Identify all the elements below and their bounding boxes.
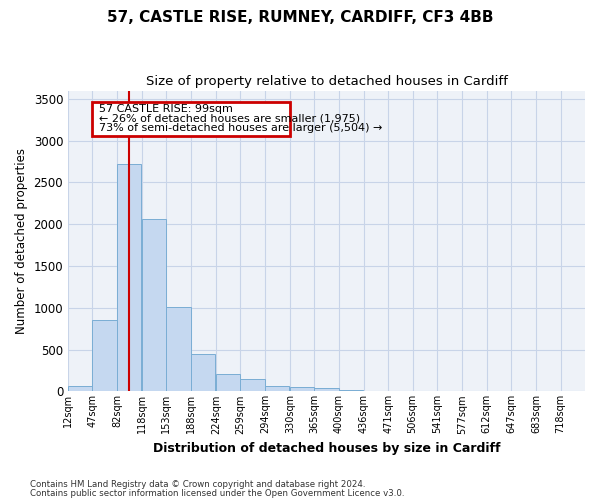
Text: ← 26% of detached houses are smaller (1,975): ← 26% of detached houses are smaller (1,… bbox=[100, 114, 361, 124]
Bar bbox=[92, 320, 117, 392]
Bar bbox=[68, 386, 92, 392]
Bar bbox=[290, 387, 314, 392]
Text: Contains public sector information licensed under the Open Government Licence v3: Contains public sector information licen… bbox=[30, 488, 404, 498]
Bar bbox=[364, 390, 388, 392]
Bar bbox=[191, 354, 215, 392]
Title: Size of property relative to detached houses in Cardiff: Size of property relative to detached ho… bbox=[146, 75, 508, 88]
Bar bbox=[166, 307, 191, 392]
X-axis label: Distribution of detached houses by size in Cardiff: Distribution of detached houses by size … bbox=[153, 442, 500, 455]
Bar bbox=[241, 380, 265, 392]
Bar bbox=[216, 374, 241, 392]
Bar bbox=[339, 390, 363, 392]
Bar bbox=[314, 388, 339, 392]
Bar bbox=[117, 164, 141, 392]
Bar bbox=[142, 219, 166, 392]
Text: 73% of semi-detached houses are larger (5,504) →: 73% of semi-detached houses are larger (… bbox=[100, 124, 383, 134]
Bar bbox=[265, 386, 289, 392]
Text: 57 CASTLE RISE: 99sqm: 57 CASTLE RISE: 99sqm bbox=[100, 104, 233, 114]
Bar bbox=[92, 102, 290, 136]
Y-axis label: Number of detached properties: Number of detached properties bbox=[15, 148, 28, 334]
Text: Contains HM Land Registry data © Crown copyright and database right 2024.: Contains HM Land Registry data © Crown c… bbox=[30, 480, 365, 489]
Text: 57, CASTLE RISE, RUMNEY, CARDIFF, CF3 4BB: 57, CASTLE RISE, RUMNEY, CARDIFF, CF3 4B… bbox=[107, 10, 493, 25]
